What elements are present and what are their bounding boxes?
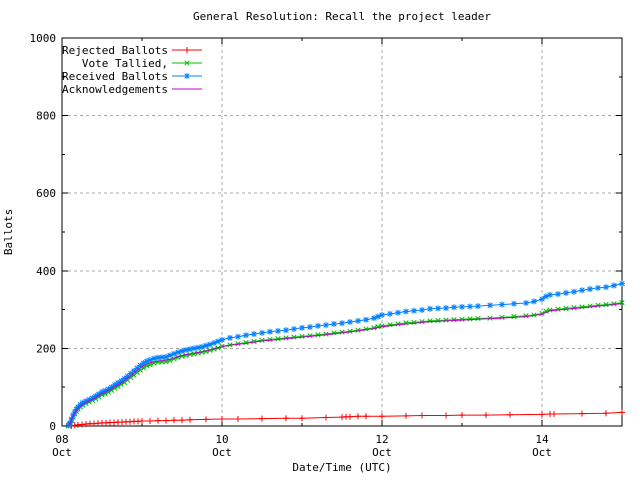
x-tick-label-day: 14 xyxy=(535,433,549,446)
series-markers-vote-tallied xyxy=(65,299,625,429)
series-line-acknowledgements xyxy=(67,302,623,426)
legend-marker-cross xyxy=(184,60,190,66)
legend-label: Acknowledgements xyxy=(62,83,168,96)
plot-border xyxy=(61,37,623,427)
legend-marker-plus xyxy=(184,47,190,53)
label-layer: General Resolution: Recall the project l… xyxy=(2,10,491,474)
x-tick-label-day: 10 xyxy=(215,433,228,446)
legend-label: Received Ballots xyxy=(62,70,168,83)
x-axis-label: Date/Time (UTC) xyxy=(292,461,391,474)
x-tick-label-month: Oct xyxy=(372,446,392,459)
y-tick-label: 200 xyxy=(36,342,56,355)
y-tick-label: 800 xyxy=(36,110,56,123)
y-tick-label: 400 xyxy=(36,265,56,278)
chart-title: General Resolution: Recall the project l… xyxy=(193,10,491,23)
grid-layer xyxy=(62,38,622,426)
series-line-received-ballots xyxy=(67,283,623,426)
x-tick-label-month: Oct xyxy=(532,446,552,459)
x-tick-label-month: Oct xyxy=(212,446,232,459)
legend-marker-star xyxy=(184,73,190,79)
y-tick-label: 0 xyxy=(49,420,56,433)
y-tick-label: 1000 xyxy=(30,32,57,45)
x-tick-label-day: 12 xyxy=(375,433,388,446)
series-layer xyxy=(65,280,625,429)
x-tick-label-day: 08 xyxy=(55,433,68,446)
legend-entry-acknowledgements: Acknowledgements xyxy=(62,83,202,96)
series-line-vote-tallied xyxy=(68,302,623,427)
legend-entry-received-ballots: Received Ballots xyxy=(62,70,202,83)
y-tick-label: 600 xyxy=(36,187,56,200)
legend-label: Vote Tallied, xyxy=(82,57,168,70)
legend-entry-vote-tallied: Vote Tallied, xyxy=(82,57,202,70)
legend-entry-rejected-ballots: Rejected Ballots xyxy=(62,44,202,57)
legend-label: Rejected Ballots xyxy=(62,44,168,57)
series-markers-received-ballots xyxy=(65,280,625,429)
y-axis-label: Ballots xyxy=(2,209,15,255)
x-tick-label-month: Oct xyxy=(52,446,72,459)
